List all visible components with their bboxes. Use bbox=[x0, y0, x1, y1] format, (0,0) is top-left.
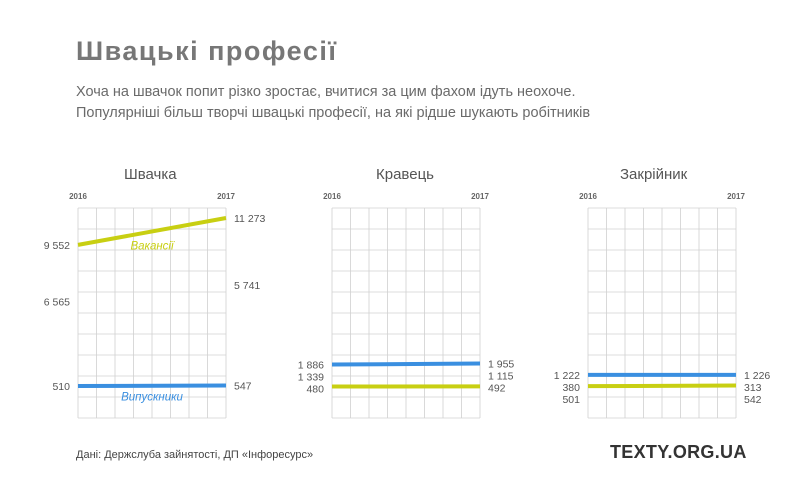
series-line-graduates bbox=[331, 361, 481, 367]
value-label: 11 273 bbox=[234, 213, 265, 225]
x-tick-label: 2016 bbox=[323, 192, 341, 201]
chart-title: Швачка bbox=[124, 166, 177, 183]
value-label: 492 bbox=[488, 382, 506, 394]
chart-panel-zakriinyk: Закрійник 2016 2017 1 222 380 501 1 226 313 542 bbox=[546, 160, 786, 420]
value-label: 9 552 bbox=[44, 240, 70, 252]
page-subtitle: Хоча на швачок попит різко зростає, вчит… bbox=[76, 82, 590, 124]
page-title: Швацькі професії bbox=[76, 36, 338, 66]
value-label: 480 bbox=[306, 384, 324, 396]
chart-title: Кравець bbox=[376, 166, 434, 183]
series-line-vacancies bbox=[77, 216, 227, 247]
chart-panel-shvachka: Швачка 2016 2017 9 552 6 565 510 11 273 5 741 5… bbox=[36, 160, 276, 420]
value-label: 5 741 bbox=[234, 280, 260, 292]
value-label: 313 bbox=[744, 382, 762, 394]
chart-svg: 2016 2017 9 552 6 565 510 11 273 5 741 547 Вакан… bbox=[44, 192, 265, 419]
value-label: 1 115 bbox=[488, 370, 514, 382]
value-label: 1 222 bbox=[554, 370, 580, 382]
value-label: 542 bbox=[744, 394, 762, 406]
value-label: 501 bbox=[562, 394, 580, 406]
value-label: 1 339 bbox=[298, 372, 324, 384]
subtitle-line: Хоча на швачок попит різко зростає, вчит… bbox=[76, 84, 576, 100]
chart-title: Закрійник bbox=[620, 166, 688, 183]
source-note: Дані: Держслуба зайнятості, ДП «Інфоресу… bbox=[76, 449, 314, 461]
x-tick-label: 2017 bbox=[217, 192, 235, 201]
value-label: 510 bbox=[52, 381, 70, 393]
x-tick-label: 2017 bbox=[727, 192, 745, 201]
value-label: 380 bbox=[562, 382, 580, 394]
value-label: 6 565 bbox=[44, 296, 70, 308]
series-label: Випускники bbox=[121, 392, 183, 404]
value-label: 1 226 bbox=[744, 370, 770, 382]
series-line-vacancies bbox=[587, 383, 737, 389]
x-tick-label: 2016 bbox=[579, 192, 597, 201]
subtitle-line: Популярніші більш творчі швацькі професі… bbox=[76, 105, 591, 121]
value-label: 1 886 bbox=[298, 360, 324, 372]
x-tick-label: 2016 bbox=[69, 192, 87, 201]
series-line-graduates bbox=[77, 383, 227, 389]
x-tick-label: 2017 bbox=[471, 192, 489, 201]
value-label: 1 955 bbox=[488, 358, 514, 370]
site-logo[interactable]: TEXTY.ORG.UA bbox=[610, 442, 747, 462]
chart-panel-kravets: Кравець 2016 2017 1 886 1 339 480 1 955 1 115 4… bbox=[290, 160, 530, 420]
value-label: 547 bbox=[234, 380, 252, 392]
series-label: Вакансії bbox=[130, 240, 175, 252]
